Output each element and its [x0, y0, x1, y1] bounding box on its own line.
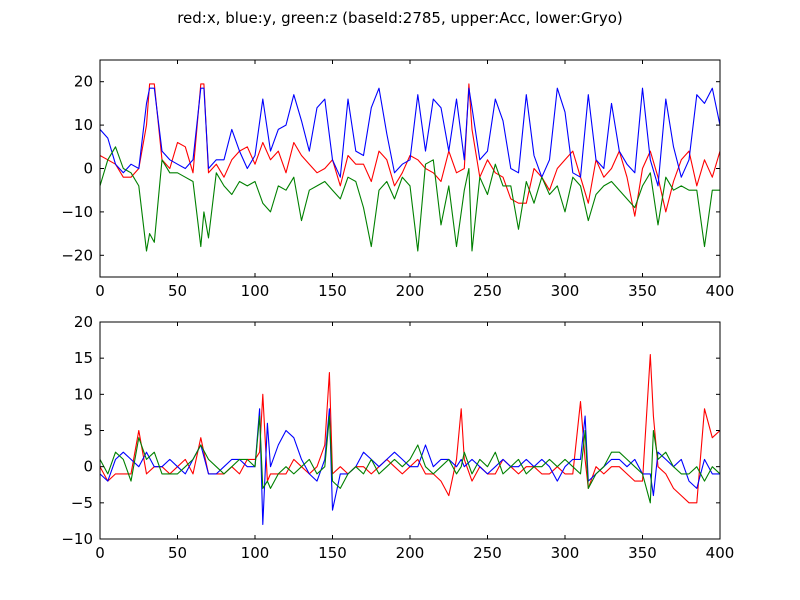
lower-series-line-3 — [100, 415, 720, 504]
lower-xtick-label: 100 — [241, 544, 270, 562]
upper-panel-acc: 0 50 100 150 200 250 300 350 400 −20 −10 0 10 20 — [61, 59, 735, 300]
lower-ytick-label: 20 — [74, 313, 93, 331]
lower-xtick-label: 150 — [318, 544, 347, 562]
upper-ytick-label: 20 — [74, 73, 93, 91]
lower-xtick-label: 0 — [95, 544, 105, 562]
lower-ytick-label: 0 — [83, 458, 93, 476]
lower-ytick-label: −5 — [71, 494, 93, 512]
lower-xtick-label: 250 — [473, 544, 502, 562]
upper-series-line-2 — [100, 87, 720, 187]
lower-xtick-label: 200 — [396, 544, 425, 562]
lower-xtick-label: 400 — [706, 544, 735, 562]
lower-xtick-label: 50 — [168, 544, 187, 562]
upper-ytick-label: 0 — [83, 160, 93, 178]
upper-series-line-1 — [100, 83, 720, 217]
upper-ytick-label: −10 — [61, 203, 93, 221]
upper-ytick-label: −20 — [61, 246, 93, 264]
lower-xtick-label: 350 — [628, 544, 657, 562]
upper-xtick-label: 0 — [95, 282, 105, 300]
upper-xtick-label: 350 — [628, 282, 657, 300]
lower-ytick-label: −10 — [61, 530, 93, 548]
lower-ytick-label: 5 — [83, 422, 93, 440]
lower-axes-frame — [99, 321, 721, 540]
upper-ytick-label: 10 — [74, 116, 93, 134]
lower-series-line-1 — [100, 354, 720, 504]
upper-xtick-label: 100 — [241, 282, 270, 300]
upper-xtick-label: 200 — [396, 282, 425, 300]
upper-xtick-label: 150 — [318, 282, 347, 300]
lower-ytick-label: 15 — [74, 349, 93, 367]
figure-suptitle: red:x, blue:y, green:z (baseId:2785, upp… — [177, 9, 623, 27]
upper-xtick-label: 250 — [473, 282, 502, 300]
upper-series-line-3 — [100, 146, 720, 252]
upper-xtick-label: 400 — [706, 282, 735, 300]
lower-xtick-label: 300 — [551, 544, 580, 562]
lower-panel-gyro: 0 50 100 150 200 250 300 350 400 −10 −5 0 5 10 15 20 — [61, 313, 734, 562]
upper-xtick-label: 50 — [168, 282, 187, 300]
upper-xtick-label: 300 — [551, 282, 580, 300]
lower-ytick-label: 10 — [74, 385, 93, 403]
lower-series-line-2 — [100, 408, 720, 526]
